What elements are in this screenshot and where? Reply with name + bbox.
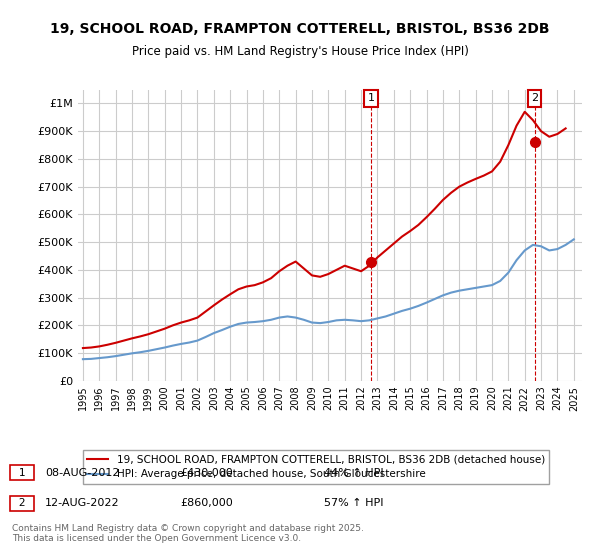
Text: 44% ↑ HPI: 44% ↑ HPI (324, 468, 383, 478)
Text: 1: 1 (12, 468, 32, 478)
Text: Contains HM Land Registry data © Crown copyright and database right 2025.
This d: Contains HM Land Registry data © Crown c… (12, 524, 364, 543)
Text: 2: 2 (12, 498, 32, 508)
Text: 1: 1 (367, 94, 374, 104)
Text: Price paid vs. HM Land Registry's House Price Index (HPI): Price paid vs. HM Land Registry's House … (131, 45, 469, 58)
Text: 08-AUG-2012: 08-AUG-2012 (45, 468, 119, 478)
Legend: 19, SCHOOL ROAD, FRAMPTON COTTERELL, BRISTOL, BS36 2DB (detached house), HPI: Av: 19, SCHOOL ROAD, FRAMPTON COTTERELL, BRI… (83, 450, 549, 484)
Text: 19, SCHOOL ROAD, FRAMPTON COTTERELL, BRISTOL, BS36 2DB: 19, SCHOOL ROAD, FRAMPTON COTTERELL, BRI… (50, 22, 550, 36)
Text: 57% ↑ HPI: 57% ↑ HPI (324, 498, 383, 508)
Text: 12-AUG-2022: 12-AUG-2022 (45, 498, 119, 508)
Text: £430,000: £430,000 (180, 468, 233, 478)
Text: £860,000: £860,000 (180, 498, 233, 508)
Text: 2: 2 (531, 94, 538, 104)
